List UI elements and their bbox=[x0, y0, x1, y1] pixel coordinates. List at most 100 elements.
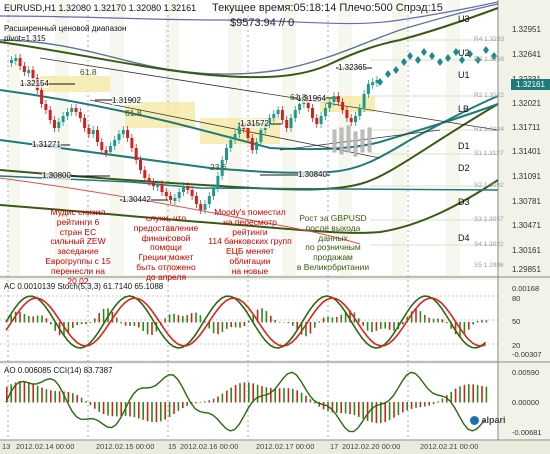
candle-body bbox=[147, 178, 151, 182]
indicator-name: Расширенный ценовой диапазон bbox=[4, 24, 127, 33]
candle-body bbox=[139, 160, 142, 170]
candle-body bbox=[65, 112, 69, 116]
level-label: R1 1.3184 bbox=[474, 126, 504, 133]
candle-body bbox=[151, 182, 155, 186]
candle-body bbox=[74, 108, 78, 112]
candle-body bbox=[375, 80, 379, 83]
time-axis-label: 2012.02.16 00:00 bbox=[180, 442, 239, 451]
level-label: S1 1.3127 bbox=[474, 150, 504, 157]
candle-body bbox=[177, 192, 181, 198]
candle-body bbox=[306, 100, 310, 108]
candle-body bbox=[121, 130, 125, 134]
level-label: S4 1.3022 bbox=[474, 241, 504, 248]
alpari-logo: alpari bbox=[470, 415, 506, 426]
alpari-logo-text: alpari bbox=[481, 415, 506, 425]
candle-body bbox=[18, 58, 22, 66]
time-axis-label: 2012.02.14 00:00 bbox=[16, 442, 75, 451]
forecast-marker bbox=[453, 48, 459, 56]
time-axis-label: 15 bbox=[168, 442, 177, 451]
candle-body bbox=[358, 108, 362, 116]
annotation-line: рейтинги bbox=[232, 226, 268, 237]
annotation-line: Еврогруппы с 15 bbox=[45, 255, 111, 266]
annotation-2: слухи, что предоставление финансовой помощ… bbox=[126, 213, 206, 283]
candle-body bbox=[268, 118, 271, 124]
candle-body bbox=[328, 102, 332, 108]
level-label: S5 1.2986 bbox=[474, 262, 504, 269]
price-level-label: 1.32154 bbox=[20, 79, 49, 88]
candle-body bbox=[298, 104, 302, 110]
candle-body bbox=[216, 176, 220, 188]
time-axis-label: 2012.02.15 00:00 bbox=[96, 442, 155, 451]
status-line: Текущее время:05:18:14 Плечо:500 Спрэд:1… bbox=[212, 2, 443, 14]
candle-body bbox=[14, 58, 18, 61]
price-axis-label: 1.31401 bbox=[512, 147, 541, 156]
ao-axis-label: 0.00000 bbox=[512, 398, 540, 407]
price-level-label: 1.30442 bbox=[122, 195, 151, 204]
price-axis-label: 1.32951 bbox=[512, 25, 541, 34]
candle-body bbox=[164, 192, 168, 196]
candle-body bbox=[40, 90, 44, 104]
time-axis-label: 2012.02.20 00:00 bbox=[342, 442, 401, 451]
forecast-marker bbox=[459, 56, 465, 64]
price-level-label: 1.32365 bbox=[338, 63, 367, 72]
candle-body bbox=[336, 96, 340, 102]
candle-body bbox=[134, 148, 138, 160]
alpari-logo-icon bbox=[470, 416, 479, 426]
candle-body bbox=[31, 70, 35, 78]
price-axis-label: 1.30471 bbox=[512, 221, 541, 230]
forecast-marker bbox=[483, 46, 489, 54]
price-axis: 1.329511.326411.323311.320211.317111.314… bbox=[500, 0, 550, 277]
ac-axis-label: 80 bbox=[512, 294, 521, 303]
price-axis-label: 1.31091 bbox=[512, 172, 541, 181]
fib-label: 61.8 bbox=[290, 92, 307, 102]
annotation-line: 114 банковских групп bbox=[208, 236, 292, 247]
pivot-label: D3 bbox=[458, 197, 470, 207]
time-axis-label: 13 bbox=[2, 442, 11, 451]
level-label: R4 1.3293 bbox=[474, 36, 504, 43]
ao-panel[interactable] bbox=[0, 364, 498, 440]
annotation-line: данных bbox=[318, 232, 348, 243]
candle-body bbox=[259, 130, 263, 142]
ac-panel[interactable] bbox=[0, 280, 498, 360]
annotation-line: по розничным bbox=[305, 242, 361, 253]
candle-body bbox=[371, 82, 375, 85]
candle-body bbox=[100, 142, 104, 150]
ac-axis: 0.00168 80 50 20 -0.00307 bbox=[500, 280, 550, 360]
annotation-line: предоставление bbox=[133, 222, 199, 233]
forecast-marker bbox=[437, 58, 443, 66]
candle-body bbox=[323, 108, 327, 116]
forecast-marker bbox=[385, 70, 391, 78]
forecast-marker bbox=[421, 48, 427, 56]
candle-body bbox=[156, 184, 160, 187]
ac-axis-label: 20 bbox=[512, 341, 521, 350]
annotation-line: на пересмотр bbox=[223, 216, 277, 227]
ac-axis-label: 50 bbox=[512, 317, 521, 326]
current-price-tag: 1.32161 bbox=[511, 79, 550, 90]
annotation-line: финансовой помощи bbox=[141, 232, 191, 253]
price-axis-label: 1.32021 bbox=[512, 99, 541, 108]
ac-panel-label: AC 0.0010139 Stoch(5,3,3) 61.7140 65.108… bbox=[4, 282, 164, 291]
price-level-label: 1.31572 bbox=[240, 119, 269, 128]
pivot-label: U2 bbox=[458, 48, 470, 58]
fib-label: 61.8 bbox=[80, 67, 97, 77]
level-label: S2 1.3092 bbox=[474, 182, 504, 189]
ac-axis-label: 0.00168 bbox=[512, 284, 540, 293]
annotation-3: Moody's поместил на пересмотр рейтинги 114 … bbox=[205, 207, 295, 277]
price-level-label: 1.30800 bbox=[42, 171, 71, 180]
candle-body bbox=[70, 108, 74, 112]
forecast-marker bbox=[401, 58, 407, 66]
candle-body bbox=[83, 118, 87, 128]
price-level-label: 1.31902 bbox=[112, 96, 141, 105]
balance-line: $9573.94 // 0 bbox=[230, 17, 295, 29]
forecast-marker bbox=[407, 52, 413, 60]
candle-body bbox=[78, 112, 82, 118]
candle-body bbox=[362, 94, 366, 108]
candle-body bbox=[332, 96, 336, 102]
time-axis-label: 2012.02.17 00:00 bbox=[256, 442, 315, 451]
candle-body bbox=[182, 186, 185, 192]
candle-body bbox=[280, 110, 284, 120]
ac-axis-label: -0.00307 bbox=[512, 350, 542, 359]
candle-body bbox=[53, 120, 56, 128]
candle-body bbox=[212, 188, 216, 196]
